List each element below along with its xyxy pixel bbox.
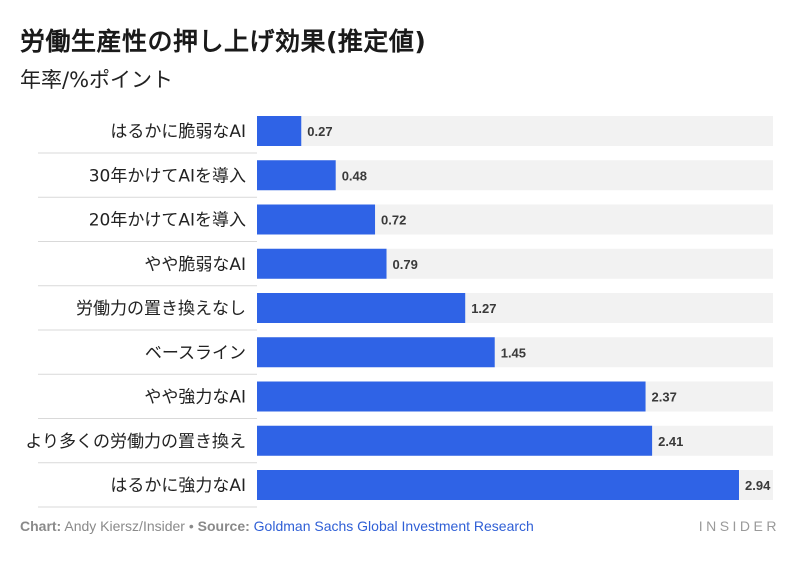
value-label: 2.94 (745, 478, 771, 493)
category-label: ベースライン (145, 343, 246, 363)
value-label: 2.41 (658, 434, 683, 449)
category-label: はるかに脆弱なAI (110, 122, 246, 142)
source-label: Source: (197, 518, 250, 534)
bar (257, 160, 336, 191)
chart-subtitle: 年率/%ポイント (20, 68, 174, 92)
value-label: 0.72 (381, 213, 406, 228)
value-label: 0.48 (342, 168, 367, 183)
value-label: 0.27 (307, 124, 332, 139)
bar (257, 337, 495, 368)
bar (257, 248, 387, 279)
value-label: 1.27 (471, 301, 496, 316)
chart-credit: Chart: Andy Kiersz/Insider • Source: Gol… (20, 518, 534, 534)
bar (257, 204, 376, 235)
category-label: はるかに強力なAI (110, 476, 246, 496)
category-label: 労働力の置き換えなし (76, 299, 246, 319)
bar (257, 293, 466, 323)
bar (257, 425, 653, 456)
category-label: やや脆弱なAI (144, 255, 246, 275)
bar-track (257, 160, 773, 191)
bar (257, 116, 302, 146)
category-label: 20年かけてAIを導入 (89, 211, 246, 231)
bar (257, 381, 646, 412)
category-label: やや強力なAI (144, 388, 246, 408)
value-label: 0.79 (393, 257, 418, 272)
category-label: 30年かけてAIを導入 (89, 166, 246, 186)
footer: Chart: Andy Kiersz/Insider • Source: Gol… (20, 518, 780, 538)
chart-credit-label: Chart: (20, 518, 62, 534)
bar (257, 470, 739, 500)
chart-credit-author: Andy Kiersz/Insider (64, 518, 185, 534)
bullet-separator: • (188, 518, 194, 534)
value-label: 2.37 (652, 390, 677, 405)
source-link[interactable]: Goldman Sachs Global Investment Research (253, 518, 534, 534)
value-label: 1.45 (501, 345, 526, 360)
bar-track (257, 116, 773, 146)
category-label: より多くの労働力の置き換え (25, 432, 246, 452)
brand-logo: INSIDER (698, 518, 780, 534)
chart-title: 労働生産性の押し上げ効果(推定値) (20, 27, 427, 56)
